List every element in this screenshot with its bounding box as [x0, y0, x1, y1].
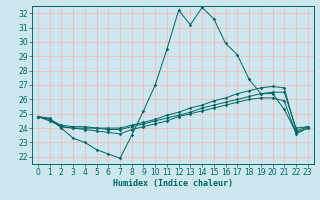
X-axis label: Humidex (Indice chaleur): Humidex (Indice chaleur) [113, 179, 233, 188]
